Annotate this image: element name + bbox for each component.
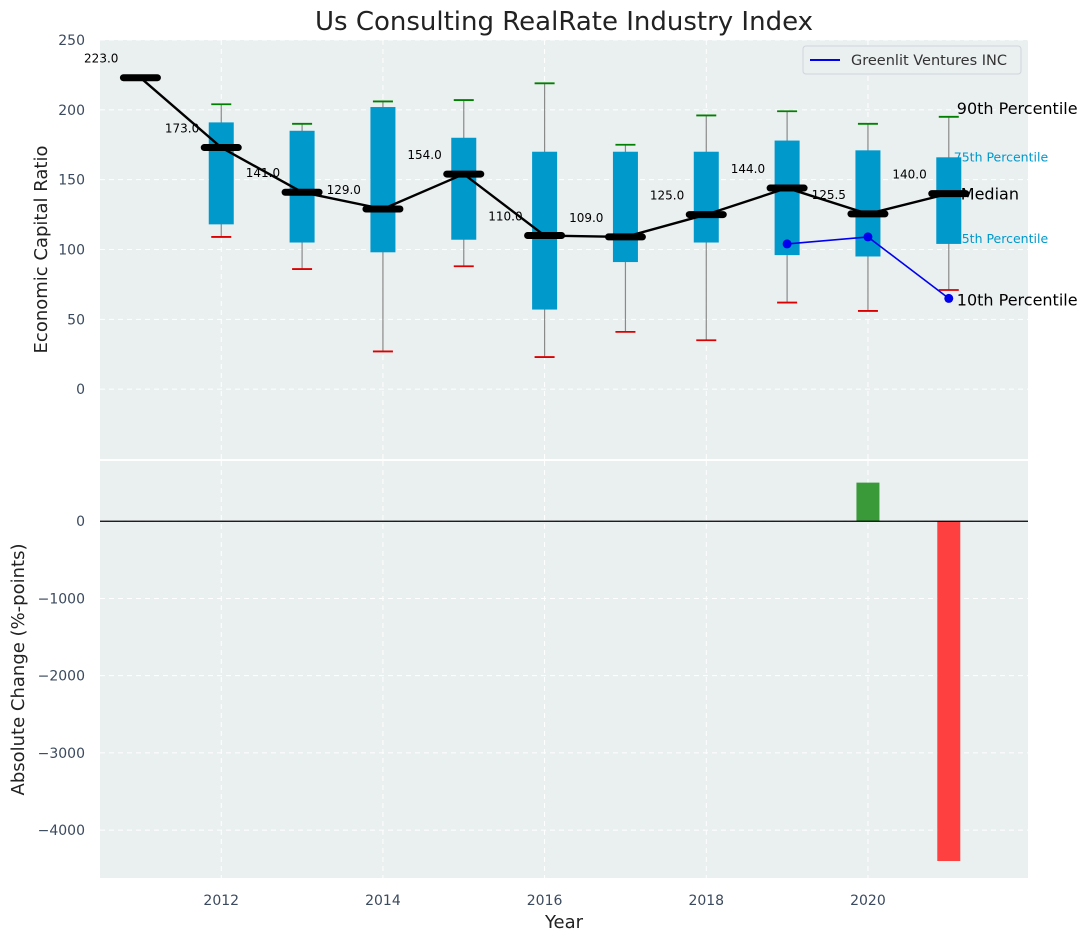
top-y-tick-label: 250 [58, 33, 85, 49]
p90-label: 90th Percentile [957, 99, 1078, 118]
bottom-y-tick-label: 0 [76, 514, 85, 530]
company-point [863, 232, 873, 242]
chart-title: Us Consulting RealRate Industry Index [315, 7, 813, 37]
iqr-box [370, 107, 396, 253]
median-value-label: 125.5 [812, 188, 846, 202]
median-value-label: 144.0 [731, 162, 765, 176]
legend-entry-company: Greenlit Ventures INC [851, 53, 1007, 69]
top-y-axis-title: Economic Capital Ratio [31, 146, 52, 354]
top-y-tick-label: 0 [76, 382, 85, 398]
median-value-label: 109.0 [569, 211, 603, 225]
median-value-label: 154.0 [407, 148, 441, 162]
p25-label: 25th Percentile [954, 231, 1049, 246]
iqr-box [693, 151, 719, 243]
x-tick-label: 2014 [365, 893, 401, 909]
iqr-box [612, 151, 638, 263]
bottom-y-axis-title: Absolute Change (%-points) [8, 544, 29, 796]
median-value-label: 140.0 [892, 168, 926, 182]
median-value-label: 141.0 [246, 166, 280, 180]
median-value-label: 173.0 [165, 122, 199, 136]
p10-label: 10th Percentile [957, 290, 1078, 309]
x-tick-label: 2020 [850, 893, 886, 909]
legend: Greenlit Ventures INC [802, 45, 1022, 75]
bottom-y-tick-label: −4000 [38, 823, 85, 839]
top-panel: 0 50 100 150 200 250 223.0 173.0 141.0 129.0 154.0… [58, 33, 1028, 459]
company-point [944, 293, 954, 303]
bottom-panel: 0 −1000 −2000 −3000 −4000 2012 2014 2016 2018 202… [38, 461, 1028, 909]
median-value-label: 223.0 [84, 52, 118, 66]
company-point [782, 239, 792, 249]
bottom-y-tick-label: −2000 [38, 669, 85, 685]
median-value-label: 125.0 [650, 189, 684, 203]
top-y-tick-label: 50 [67, 312, 85, 328]
bottom-plot-area [100, 461, 1028, 878]
median-label: Median [961, 185, 1019, 204]
x-tick-label: 2016 [527, 893, 563, 909]
p75-label: 75th Percentile [954, 149, 1049, 164]
top-y-tick-label: 200 [58, 103, 85, 119]
top-y-tick-label: 100 [58, 243, 85, 259]
chart-text: Us Consulting RealRate Industry Index Ec… [8, 7, 1078, 933]
median-value-label: 110.0 [488, 210, 522, 224]
legend-box [802, 45, 1022, 75]
top-y-tick-label: 150 [58, 173, 85, 189]
iqr-box [532, 151, 558, 310]
x-tick-label: 2018 [688, 893, 724, 909]
bottom-y-tick-label: −1000 [38, 591, 85, 607]
median-value-label: 129.0 [327, 183, 361, 197]
iqr-box [451, 137, 477, 240]
bottom-y-tick-label: −3000 [38, 746, 85, 762]
change-bar-positive [856, 482, 880, 522]
change-bar-negative [937, 521, 961, 862]
x-axis-title: Year [544, 912, 584, 933]
iqr-box [208, 122, 234, 225]
iqr-box [936, 157, 962, 244]
x-tick-label: 2012 [203, 893, 239, 909]
iqr-box [774, 140, 800, 256]
